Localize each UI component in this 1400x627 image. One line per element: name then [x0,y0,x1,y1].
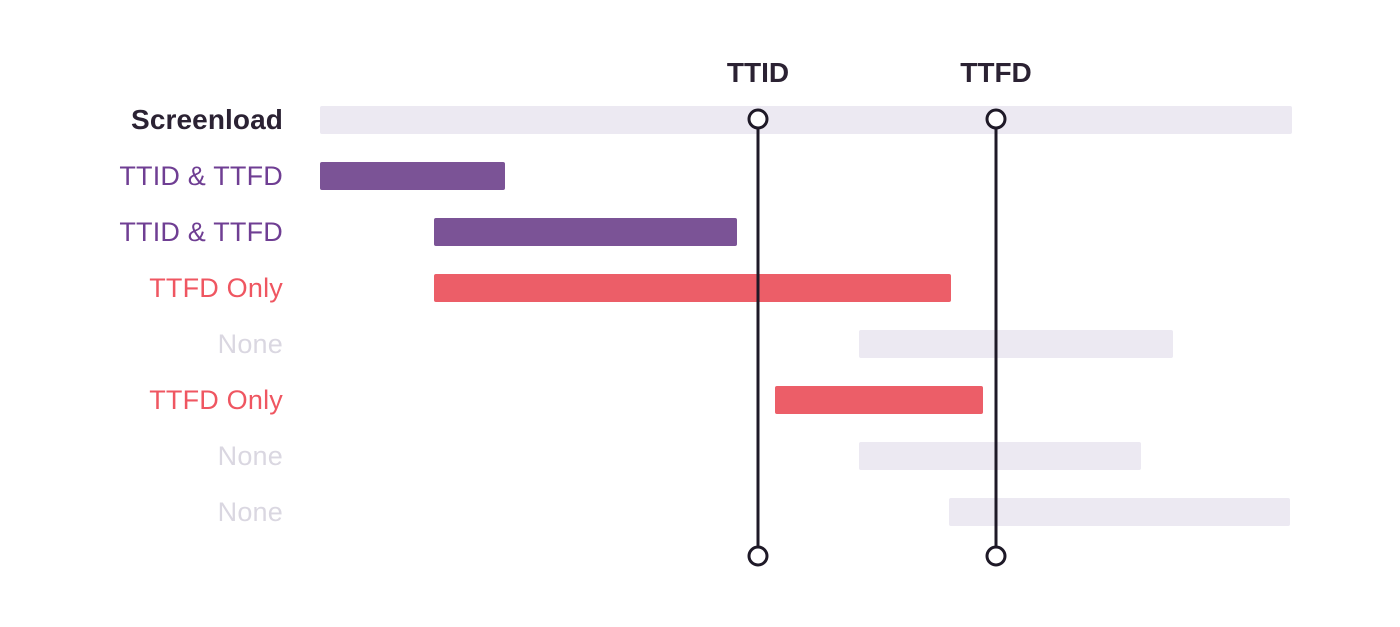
span-row: None [0,316,1400,372]
metric-marker-start-dot [747,108,769,130]
span-row: Screenload [0,92,1400,148]
span-bar [434,218,737,246]
metric-marker-end-dot [985,545,1007,567]
span-row: None [0,428,1400,484]
span-row-label: TTFD Only [149,385,283,415]
span-row: TTID & TTFD [0,204,1400,260]
span-row: TTFD Only [0,372,1400,428]
metric-marker-start-dot [985,108,1007,130]
metric-marker-end-dot [747,545,769,567]
span-row-label: None [217,441,283,471]
metric-marker-label: TTID [726,57,790,88]
span-bar [434,274,951,302]
span-bar [859,442,1141,470]
span-row-label: TTFD Only [149,273,283,303]
span-row: TTID & TTFD [0,148,1400,204]
span-bar [320,106,1292,134]
span-bar [949,498,1290,526]
metric-marker-label: TTFD [960,57,1032,88]
span-row-label: TTID & TTFD [119,217,283,247]
span-row-label: TTID & TTFD [119,161,283,191]
span-row-label: None [217,497,283,527]
span-bar [320,162,505,190]
span-bar [775,386,983,414]
metric-marker-line [756,119,760,556]
span-row-label: None [217,329,283,359]
span-row-label: Screenload [131,104,283,135]
span-bar [859,330,1173,358]
span-row: TTFD Only [0,260,1400,316]
metric-marker-line [994,119,998,556]
span-row: None [0,484,1400,540]
